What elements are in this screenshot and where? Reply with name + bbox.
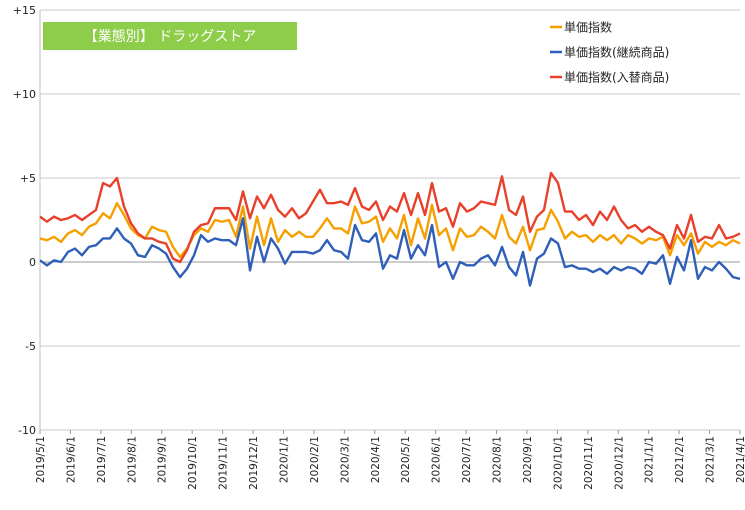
x-tick-label: 2021/3/1	[705, 436, 717, 483]
x-tick-label: 2019/9/1	[157, 436, 169, 483]
legend-label: 単価指数(入替商品)	[564, 70, 669, 85]
x-tick-label: 2020/6/1	[431, 436, 443, 483]
x-tick-label: 2019/12/1	[248, 436, 260, 490]
series-line-3	[39, 171, 741, 264]
chart-title-box: 【業態別】 ドラッグストア	[43, 22, 297, 50]
y-tick-label: -10	[18, 424, 36, 437]
x-tick-label: 2019/6/1	[65, 436, 77, 483]
chart-title: 【業態別】 ドラッグストア	[84, 29, 256, 45]
x-tick-label: 2020/7/1	[461, 436, 473, 483]
x-tick-label: 2020/3/1	[339, 436, 351, 483]
x-tick-label: 2020/9/1	[522, 436, 534, 483]
x-tick-label: 2019/10/1	[187, 436, 199, 490]
x-tick-label: 2020/8/1	[492, 436, 504, 483]
y-tick-label: +15	[13, 4, 36, 17]
y-tick-label: 0	[29, 256, 36, 269]
x-tick-label: 2020/1/1	[278, 436, 290, 483]
series-line-1	[39, 201, 741, 259]
series-line-2	[39, 217, 741, 287]
x-tick-label: 2020/2/1	[309, 436, 321, 483]
x-tick-label: 2021/2/1	[674, 436, 686, 483]
x-tick-label: 2019/8/1	[126, 436, 138, 483]
x-axis: 2019/5/1 2019/6/1 2019/7/1 2019/8/1 2019/9/1…	[35, 430, 745, 490]
x-tick-label: 2021/4/1	[735, 436, 745, 483]
y-tick-label: +5	[20, 172, 36, 185]
y-axis: +15 +10 +5 0 -5 -10	[13, 4, 36, 437]
x-tick-label: 2020/11/1	[583, 436, 595, 490]
y-tick-label: +10	[13, 88, 36, 101]
x-tick-label: 2019/11/1	[218, 436, 230, 490]
x-tick-label: 2019/5/1	[35, 436, 47, 483]
grid-lines	[39, 9, 740, 431]
x-tick-label: 2020/10/1	[552, 436, 564, 490]
y-tick-label: -5	[25, 340, 36, 353]
legend-label: 単価指数(継続商品)	[564, 45, 669, 60]
x-tick-label: 2019/7/1	[96, 436, 108, 483]
x-tick-label: 2020/4/1	[370, 436, 382, 483]
legend-label: 単価指数	[564, 20, 612, 35]
chart-title-background	[43, 22, 297, 50]
x-tick-label: 2021/1/1	[644, 436, 656, 483]
x-tick-label: 2020/12/1	[613, 436, 625, 490]
x-tick-label: 2020/5/1	[400, 436, 412, 483]
series-lines	[39, 171, 741, 287]
